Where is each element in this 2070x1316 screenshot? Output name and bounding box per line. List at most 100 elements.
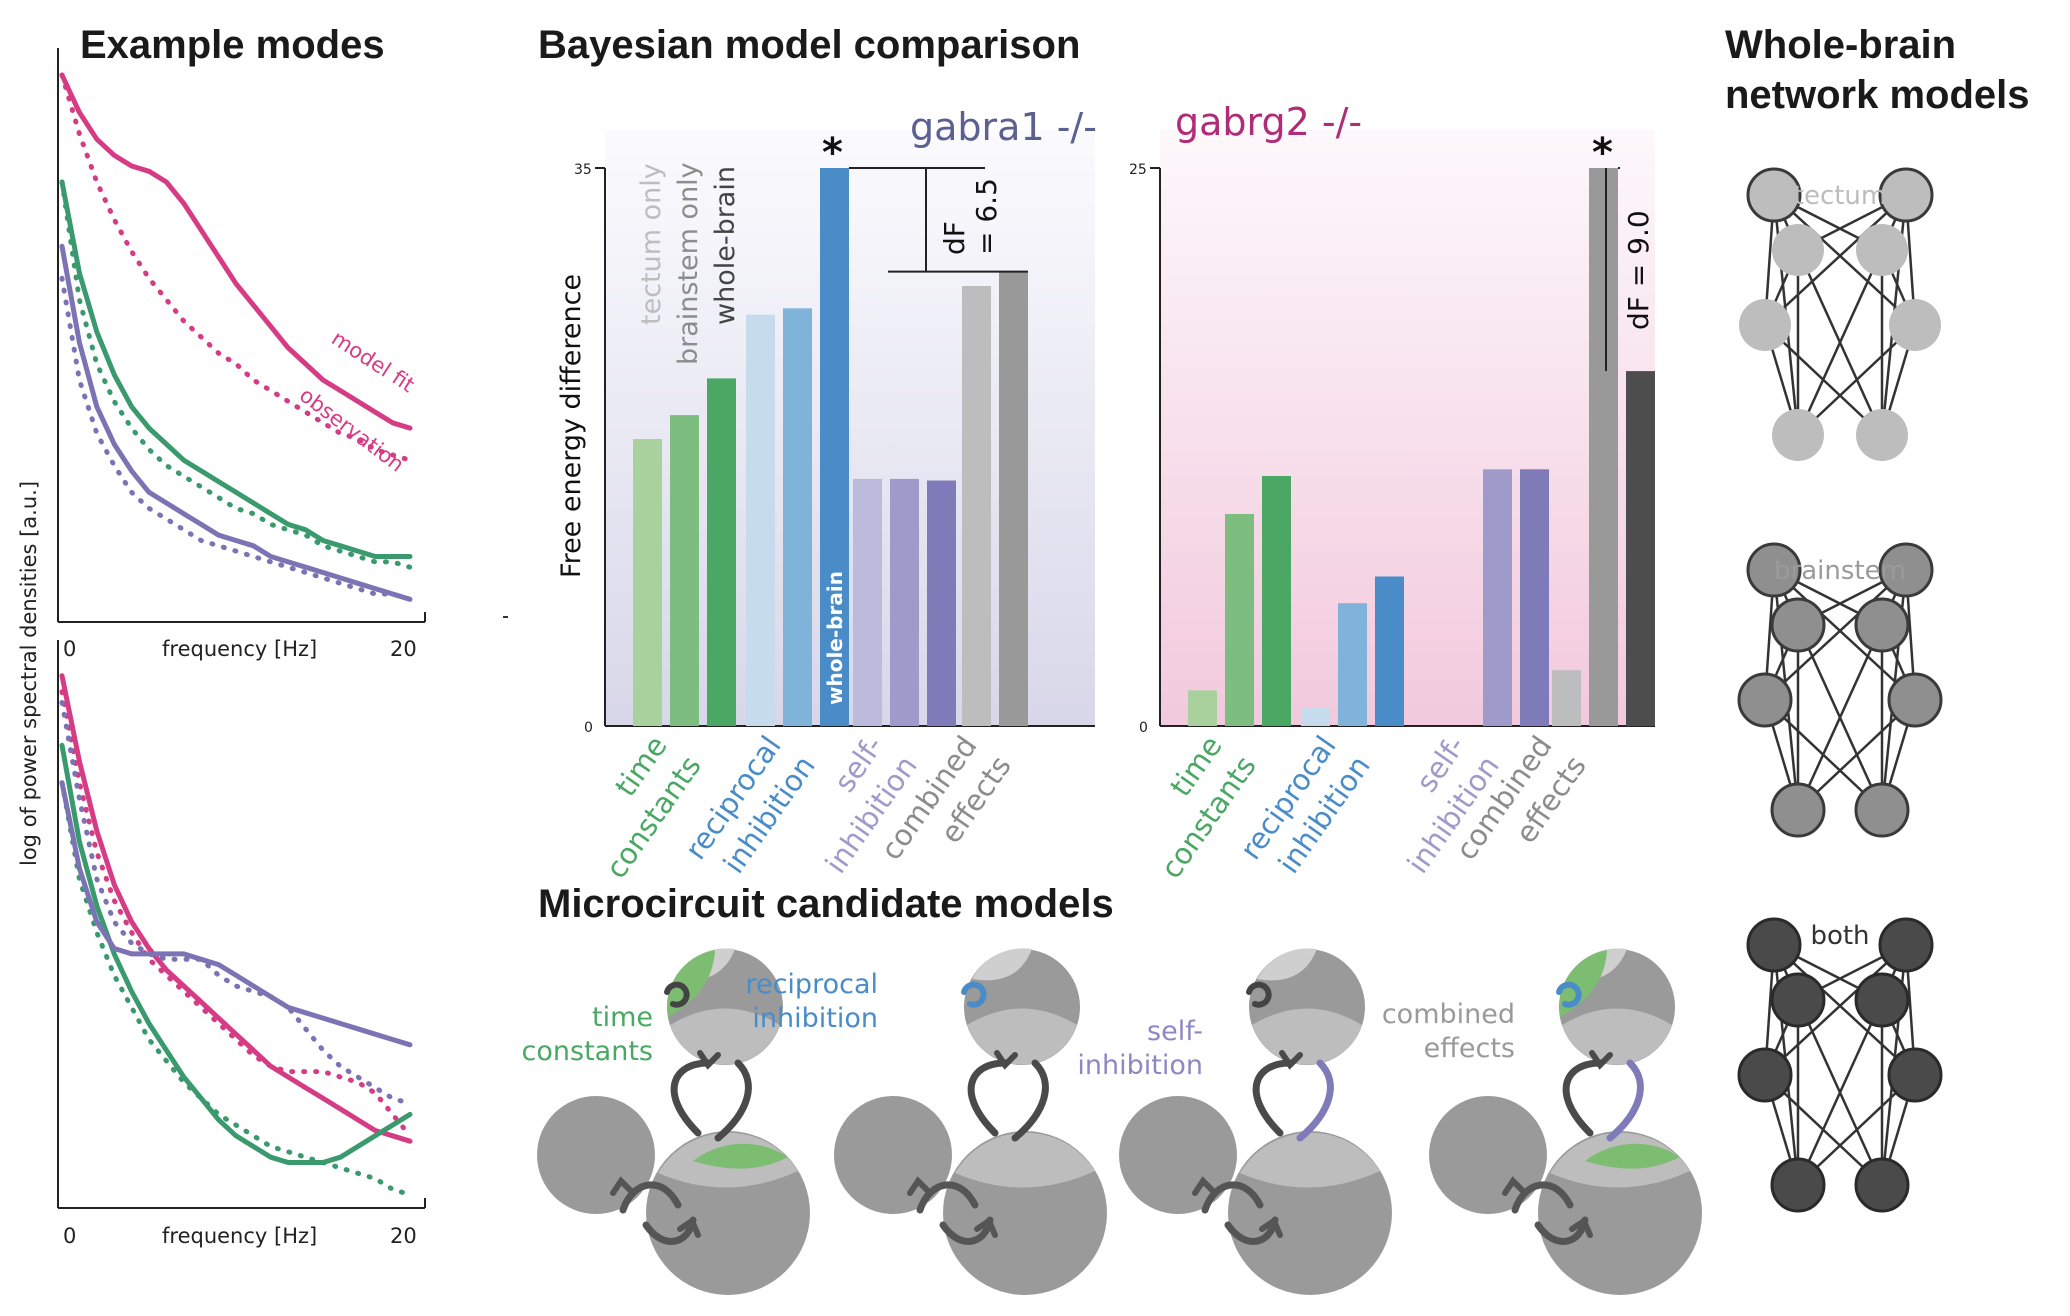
arrow-head [610, 1176, 634, 1196]
bar-combined-effects-2 [1626, 371, 1655, 726]
network-node [1739, 299, 1791, 351]
left-population [1429, 1096, 1547, 1214]
title-example-modes: Example modes [80, 23, 385, 67]
lateral-arrow-2 [1534, 1216, 1589, 1245]
micro-label-3: combined [1382, 999, 1515, 1030]
arrow-head [1589, 1050, 1613, 1070]
micro-label-0: time [592, 1002, 653, 1033]
arrow-head [1192, 1176, 1216, 1196]
y-tick-label-zero: 0 [584, 720, 593, 736]
x-tick-label-20: 20 [390, 637, 417, 661]
bottom-interneuron-cap [1240, 1132, 1380, 1188]
micro-label-1: inhibition [752, 1003, 878, 1034]
network-node [1887, 1047, 1943, 1103]
series-line-pink-solid [59, 673, 413, 1144]
legend-model-fit: model fit [327, 326, 419, 397]
arrow-head [994, 1050, 1018, 1070]
top-interneuron-cap [670, 1008, 780, 1065]
series-line-purple-dotted [59, 275, 413, 602]
bottom-time-constant-highlight [693, 1143, 788, 1169]
bar-reciprocal-inhibition-2 [1375, 576, 1404, 726]
example-modes-top-chart: 0 20 frequency [Hz] model fit observatio… [57, 48, 426, 661]
network-node [1770, 782, 1826, 838]
network-edge [1797, 324, 1916, 436]
series-line-green-dotted [59, 780, 413, 1198]
network-label-tectum: tectum [1794, 181, 1887, 211]
title-whole-brain-1: Whole-brain [1725, 23, 1956, 67]
network-node [1746, 542, 1802, 598]
micro-label-2: self- [1147, 1016, 1203, 1047]
network-node [1878, 167, 1934, 223]
chart-title: gabrg2 -/- [1175, 100, 1362, 144]
bar-self-inhibition-1 [890, 478, 919, 726]
arrow-head [677, 1216, 701, 1238]
network-node [1770, 1157, 1826, 1213]
top-time-constant-highlight [667, 950, 715, 1017]
network-both: both [1737, 917, 1943, 1213]
inhibitory-link [1296, 1059, 1334, 1142]
arrow-head [1569, 1216, 1593, 1238]
x-tick-label-0: 0 [63, 1224, 76, 1248]
bottom-interneuron-cap [955, 1132, 1095, 1188]
inhibitory-link [1011, 1059, 1049, 1142]
bar-time-constants-0 [633, 439, 662, 726]
bar-reciprocal-inhibition-0 [1301, 708, 1330, 726]
series-line-pink-dotted [59, 689, 413, 1139]
network-label-brainstem: brainstem [1774, 556, 1906, 586]
network-edge [1773, 569, 1916, 701]
network-edge [1764, 194, 1907, 326]
network-node [1856, 409, 1908, 461]
arrow-head [974, 1216, 998, 1238]
lateral-arrow-2 [642, 1216, 697, 1245]
y-tick-label-zero: 0 [1139, 720, 1148, 736]
top-time-constant-highlight [1559, 950, 1607, 1017]
lateral-arrow-2 [1224, 1216, 1279, 1245]
bar-time-constants-1 [670, 415, 699, 726]
left-population [1119, 1096, 1237, 1214]
series-line-green-solid [59, 742, 413, 1165]
lateral-arrow-1 [619, 1181, 682, 1214]
bar-time-constants-0 [1188, 690, 1217, 726]
x-axis-label: frequency [Hz] [162, 1224, 317, 1248]
bar-combined-effects-0 [962, 286, 991, 726]
bar-reciprocal-inhibition-1 [783, 308, 812, 726]
network-node [1746, 167, 1802, 223]
df-label: dF = 9.0 [1622, 210, 1655, 330]
network-node [1737, 1047, 1793, 1103]
excitatory-arrow [967, 1059, 1009, 1137]
network-node [1878, 542, 1934, 598]
arrow-head [907, 1176, 931, 1196]
y-tick-label-top: 35 [574, 162, 592, 178]
inhibitory-link [1606, 1059, 1644, 1142]
y-tick-label-top: 25 [1129, 162, 1147, 178]
chart-title: gabra1 -/- [910, 105, 1097, 149]
bar-reciprocal-inhibition-0 [746, 314, 775, 726]
legend-brainstem-only: brainstem only [673, 162, 704, 365]
network-node [1878, 917, 1934, 973]
bar-label-whole-brain: whole-brain [823, 571, 847, 705]
series-line-pink-solid [59, 72, 413, 431]
self-loop [664, 981, 690, 1008]
bar-combined-effects-1 [999, 271, 1028, 726]
lateral-arrow-1 [1201, 1181, 1264, 1214]
bar-reciprocal-inhibition-1 [1338, 603, 1367, 726]
network-node [1746, 917, 1802, 973]
microcircuit-model-2: self-inhibition [1077, 948, 1392, 1295]
excitatory-arrow [1252, 1059, 1294, 1137]
network-models: tectum brainstem both [1737, 167, 1943, 1213]
network-node [1856, 224, 1908, 276]
series-line-purple-dotted [59, 700, 413, 1107]
top-interneuron-cap [967, 1008, 1077, 1065]
top-highlight [972, 948, 1032, 981]
bar-combined-effects-1 [1589, 168, 1618, 726]
top-highlight [1257, 948, 1317, 981]
lateral-arrow-2 [939, 1216, 994, 1245]
df-label-2: = 6.5 [970, 178, 1003, 255]
series-line-purple-solid [59, 780, 413, 1048]
bar-self-inhibition-1 [1483, 469, 1512, 726]
self-loop [1556, 981, 1582, 1008]
network-edge [1796, 999, 1884, 1186]
